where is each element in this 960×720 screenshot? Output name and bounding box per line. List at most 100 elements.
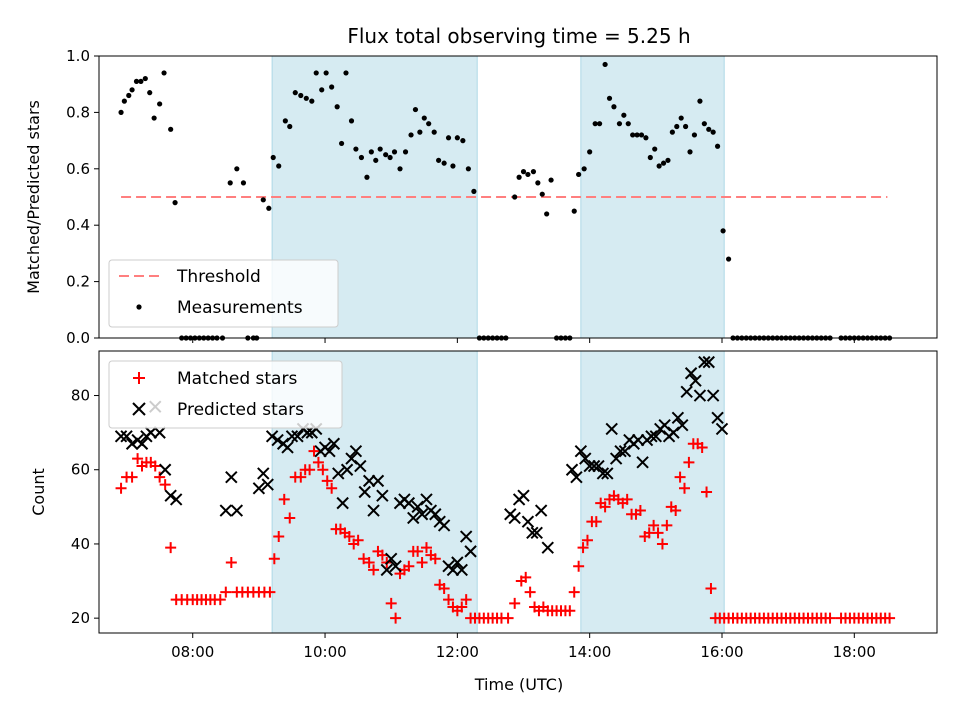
- legend-measurements-label: Measurements: [177, 298, 303, 318]
- predicted-star-point: [429, 508, 442, 521]
- measurement-point: [691, 132, 698, 138]
- bottom-x-ticks: 08:00 10:00 12:00 14:00 16:00 18:00: [171, 633, 876, 661]
- measurement-point: [383, 152, 389, 158]
- measurement-point: [417, 129, 423, 135]
- predicted-star-point: [120, 430, 133, 443]
- measurement-point: [142, 75, 148, 82]
- matched-star-point: [220, 586, 232, 598]
- legend-predicted-swatch: [132, 402, 146, 416]
- measurement-point: [660, 160, 667, 166]
- matched-star-point: [403, 560, 415, 572]
- predicted-star-point: [570, 470, 583, 484]
- predicted-star-point: [367, 504, 380, 517]
- top-y-axis-label: Matched/Predicted stars: [24, 100, 43, 294]
- predicted-star-point: [125, 437, 139, 450]
- matched-star-point: [278, 493, 290, 505]
- predicted-star-point: [583, 459, 596, 473]
- predicted-star-point: [649, 430, 663, 443]
- measurement-point: [168, 126, 174, 132]
- measurement-point: [227, 180, 233, 186]
- matched-star-point: [390, 612, 402, 624]
- matched-star-point: [634, 505, 646, 517]
- predicted-star-point: [702, 355, 715, 369]
- measurement-point: [313, 70, 319, 76]
- measurement-point: [298, 92, 304, 99]
- measurement-point: [309, 98, 315, 104]
- measurement-point: [710, 129, 716, 135]
- predicted-stars-points: [114, 355, 729, 577]
- predicted-star-point: [358, 485, 371, 499]
- matched-star-point: [326, 482, 338, 494]
- measurement-point: [343, 70, 349, 76]
- predicted-star-point: [680, 385, 693, 399]
- predicted-star-point: [371, 474, 385, 488]
- measurement-point: [270, 154, 276, 161]
- predicted-star-point: [596, 467, 610, 480]
- matched-star-point: [705, 582, 717, 594]
- chart-title: Flux total observing time = 5.25 h: [347, 24, 690, 48]
- top-y-ticks: 0.0 0.2 0.4 0.6 0.8 1.0: [66, 47, 99, 347]
- top-panel: 0.0 0.2 0.4 0.6 0.8 1.0 Matched/Predicted sta…: [24, 47, 938, 347]
- x-axis-label: Time (UTC): [474, 675, 563, 694]
- measurement-point: [147, 90, 153, 96]
- predicted-star-point: [601, 467, 614, 480]
- measurement-point: [436, 157, 442, 163]
- predicted-star-point: [508, 511, 521, 525]
- measurement-point: [431, 129, 437, 135]
- x-tick-label: 08:00: [171, 643, 214, 661]
- predicted-star-point: [698, 355, 711, 369]
- measurement-point: [592, 121, 598, 127]
- predicted-star-point: [530, 526, 543, 540]
- measurement-point: [706, 126, 712, 132]
- top-legend-box: [108, 259, 339, 328]
- predicted-star-point: [711, 411, 724, 424]
- predicted-star-point: [336, 496, 349, 510]
- matched-star-point: [363, 557, 375, 568]
- matched-star-point: [674, 471, 686, 483]
- y-tick-label: 0.8: [66, 103, 90, 121]
- matched-star-point: [509, 597, 521, 609]
- matched-star-point: [273, 531, 285, 543]
- bottom-plot-frame: [98, 350, 938, 634]
- measurement-point: [133, 78, 140, 84]
- matched-star-point: [368, 564, 380, 576]
- predicted-star-point: [291, 430, 304, 443]
- measurement-point: [338, 140, 345, 147]
- measurement-point: [539, 191, 545, 197]
- matched-star-point: [295, 471, 307, 483]
- predicted-star-point: [219, 504, 233, 517]
- measurement-point: [287, 123, 293, 130]
- measurement-point: [118, 109, 124, 115]
- legend-predicted-label: Predicted stars: [177, 400, 304, 420]
- measurement-point: [421, 115, 427, 121]
- predicted-star-point: [332, 467, 345, 480]
- predicted-star-point: [420, 493, 433, 506]
- legend-threshold-label: Threshold: [176, 267, 261, 287]
- measurement-point: [606, 95, 613, 101]
- predicted-star-point: [340, 463, 354, 476]
- predicted-star-point: [534, 504, 548, 517]
- predicted-star-point: [257, 467, 270, 480]
- measurement-point: [276, 163, 282, 169]
- predicted-star-point: [715, 422, 729, 436]
- matched-star-point: [321, 475, 333, 487]
- measurement-point: [674, 123, 680, 130]
- matched-star-point: [568, 586, 580, 598]
- measurement-point: [548, 177, 554, 183]
- top-plot-frame: [98, 55, 938, 339]
- measurement-point: [643, 135, 649, 141]
- measurement-point: [397, 166, 403, 172]
- predicted-star-point: [684, 367, 698, 380]
- measurement-point: [172, 200, 178, 206]
- measurement-point: [323, 70, 329, 76]
- measurement-point: [161, 70, 167, 76]
- matched-star-point: [621, 493, 633, 505]
- measurement-point: [687, 149, 693, 155]
- matched-star-point: [214, 594, 226, 606]
- predicted-star-point: [164, 489, 177, 502]
- bottom-legend: Matched stars Predicted stars: [108, 360, 343, 429]
- predicted-star-point: [354, 459, 367, 473]
- measurement-point: [535, 180, 541, 186]
- matched-star-point: [304, 464, 316, 476]
- measurement-point: [587, 149, 593, 155]
